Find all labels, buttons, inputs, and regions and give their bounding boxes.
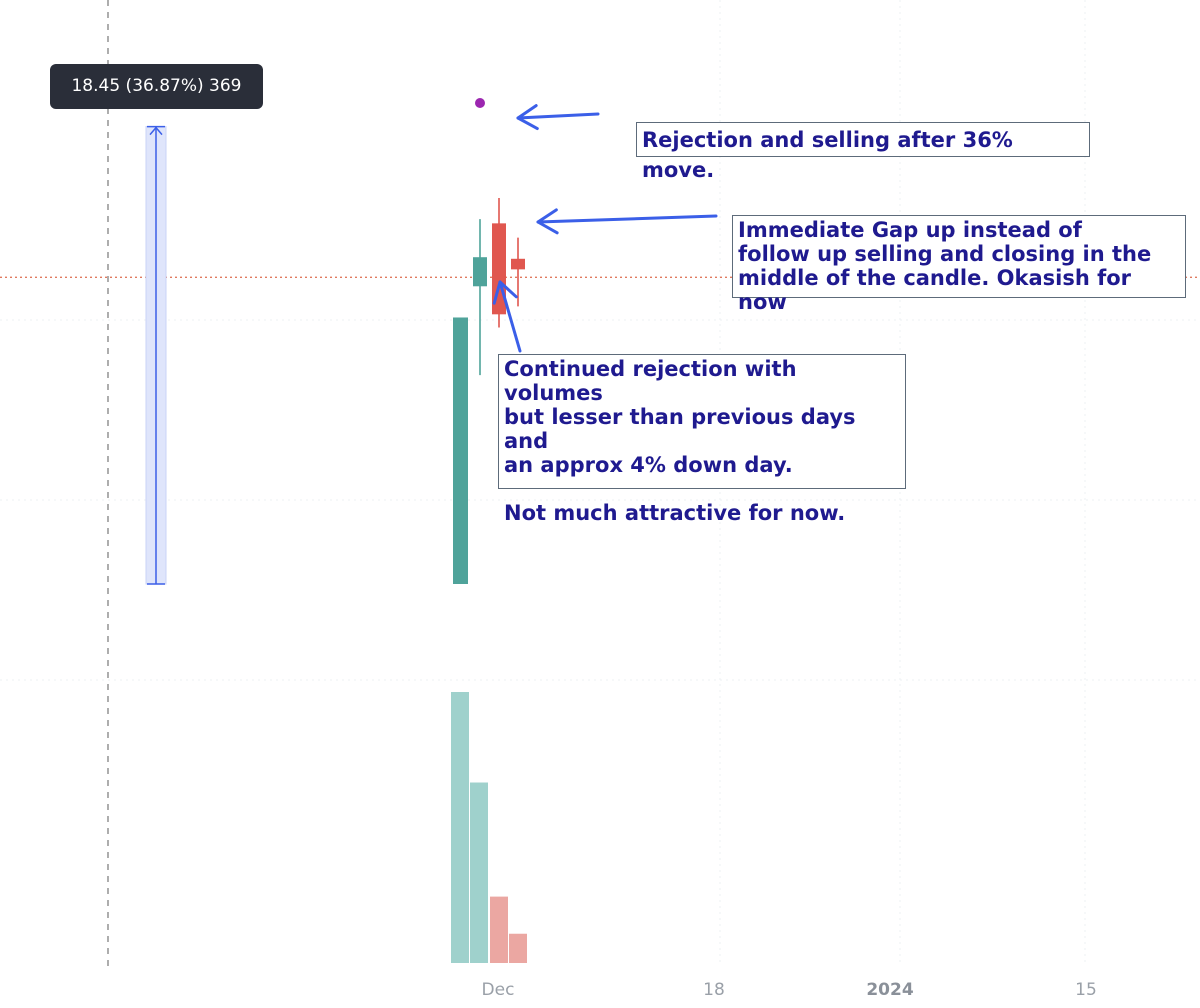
- annotation-gap-up: Immediate Gap up instead of follow up se…: [732, 215, 1186, 314]
- annotation-rejection: Rejection and selling after 36% move.: [636, 122, 1090, 182]
- measure-tooltip: 18.45 (36.87%) 369: [50, 64, 263, 109]
- event-marker: [475, 98, 485, 108]
- arrow-continued-rejection: [498, 280, 522, 353]
- x-tick-label: Dec: [481, 980, 515, 1000]
- tall-up-candle: [453, 317, 468, 584]
- volume-bar: [451, 692, 469, 963]
- arrow-rejection: [516, 112, 600, 120]
- annotation-continued-rejection: Continued rejection with volumes but les…: [498, 354, 906, 525]
- candle-body: [473, 257, 487, 287]
- arrow-gap-up-head: [536, 208, 559, 235]
- volume-bar: [509, 933, 527, 963]
- measure-arrow-head: [149, 126, 163, 136]
- arrow-continued-rejection-head: [492, 280, 518, 305]
- volume-bar: [490, 896, 508, 963]
- arrow-rejection-head: [516, 104, 539, 131]
- arrow-gap-up: [536, 214, 718, 224]
- x-tick-label: 2024: [866, 980, 914, 1000]
- x-tick-label: 18: [703, 980, 725, 1000]
- x-tick-label: 15: [1075, 980, 1097, 1000]
- volume-bar: [470, 782, 488, 963]
- candle-body: [511, 258, 525, 270]
